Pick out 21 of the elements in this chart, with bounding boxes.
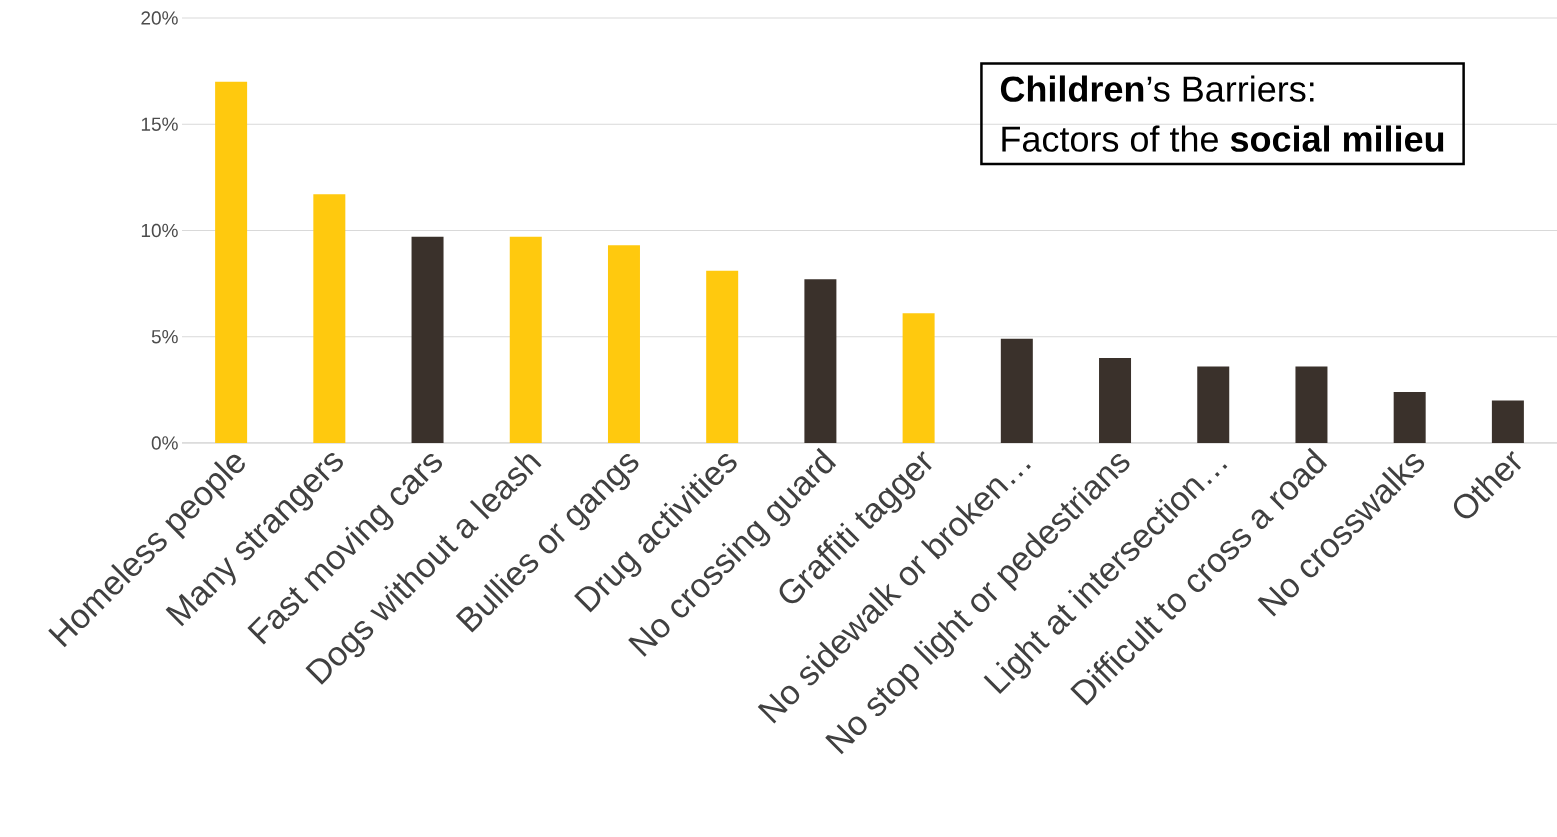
bar: [706, 270, 739, 443]
bar: [1099, 357, 1132, 443]
bar: [1000, 338, 1033, 443]
y-tick-label: 5%: [151, 330, 178, 344]
bar: [1295, 366, 1328, 443]
y-tick-label: 0%: [151, 436, 178, 450]
text: Children’s Barriers:: [1000, 75, 1314, 102]
bar: [215, 81, 248, 443]
y-tick-label: 20%: [141, 11, 178, 25]
bar: [509, 236, 542, 443]
bar: [1197, 366, 1230, 443]
bar: [902, 313, 935, 443]
bar: [313, 194, 346, 443]
text: Factors of the social milieu: [1002, 125, 1444, 152]
y-tick-label: 10%: [141, 223, 178, 238]
bar: [1393, 391, 1426, 443]
bar: [411, 236, 444, 443]
y-tick-label: 15%: [141, 117, 178, 131]
bar: [607, 245, 640, 443]
bar: [1491, 400, 1524, 443]
bar: [804, 279, 837, 443]
